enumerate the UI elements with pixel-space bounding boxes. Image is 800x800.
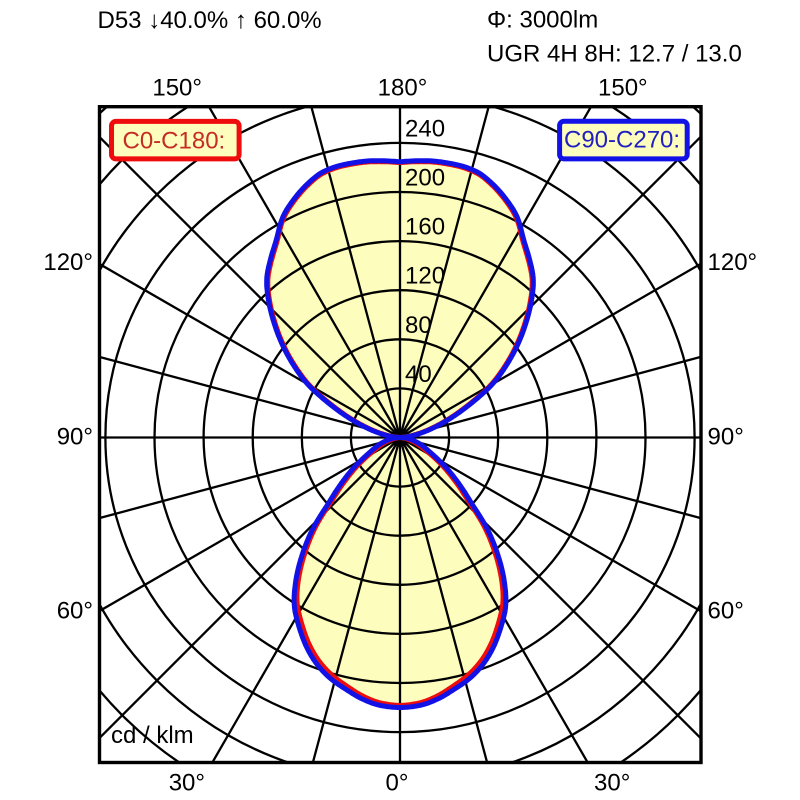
svg-text:180°: 180° — [378, 75, 428, 102]
svg-text:D53 ↓40.0% ↑ 60.0%: D53 ↓40.0% ↑ 60.0% — [98, 7, 322, 34]
svg-text:C0-C180:: C0-C180: — [123, 128, 226, 155]
svg-text:C90-C270:: C90-C270: — [564, 127, 680, 154]
svg-text:150°: 150° — [152, 75, 202, 102]
svg-text:90°: 90° — [708, 423, 744, 450]
svg-text:80: 80 — [405, 312, 432, 339]
svg-text:cd / klm: cd / klm — [111, 722, 194, 749]
svg-text:60°: 60° — [708, 598, 744, 625]
svg-text:240: 240 — [405, 115, 445, 142]
svg-text:120°: 120° — [43, 249, 93, 276]
svg-text:200: 200 — [405, 165, 445, 192]
svg-text:60°: 60° — [57, 598, 93, 625]
svg-text:90°: 90° — [57, 423, 93, 450]
svg-text:120: 120 — [405, 263, 445, 290]
svg-text:120°: 120° — [708, 249, 758, 276]
svg-text:30°: 30° — [594, 769, 630, 796]
svg-text:160: 160 — [405, 214, 445, 241]
svg-text:Φ: 3000lm: Φ: 3000lm — [487, 7, 598, 34]
svg-text:150°: 150° — [598, 75, 648, 102]
svg-text:0°: 0° — [386, 769, 409, 796]
svg-text:UGR 4H 8H: 12.7 / 13.0: UGR 4H 8H: 12.7 / 13.0 — [487, 41, 742, 68]
svg-text:30°: 30° — [169, 769, 205, 796]
svg-text:40: 40 — [405, 361, 432, 388]
